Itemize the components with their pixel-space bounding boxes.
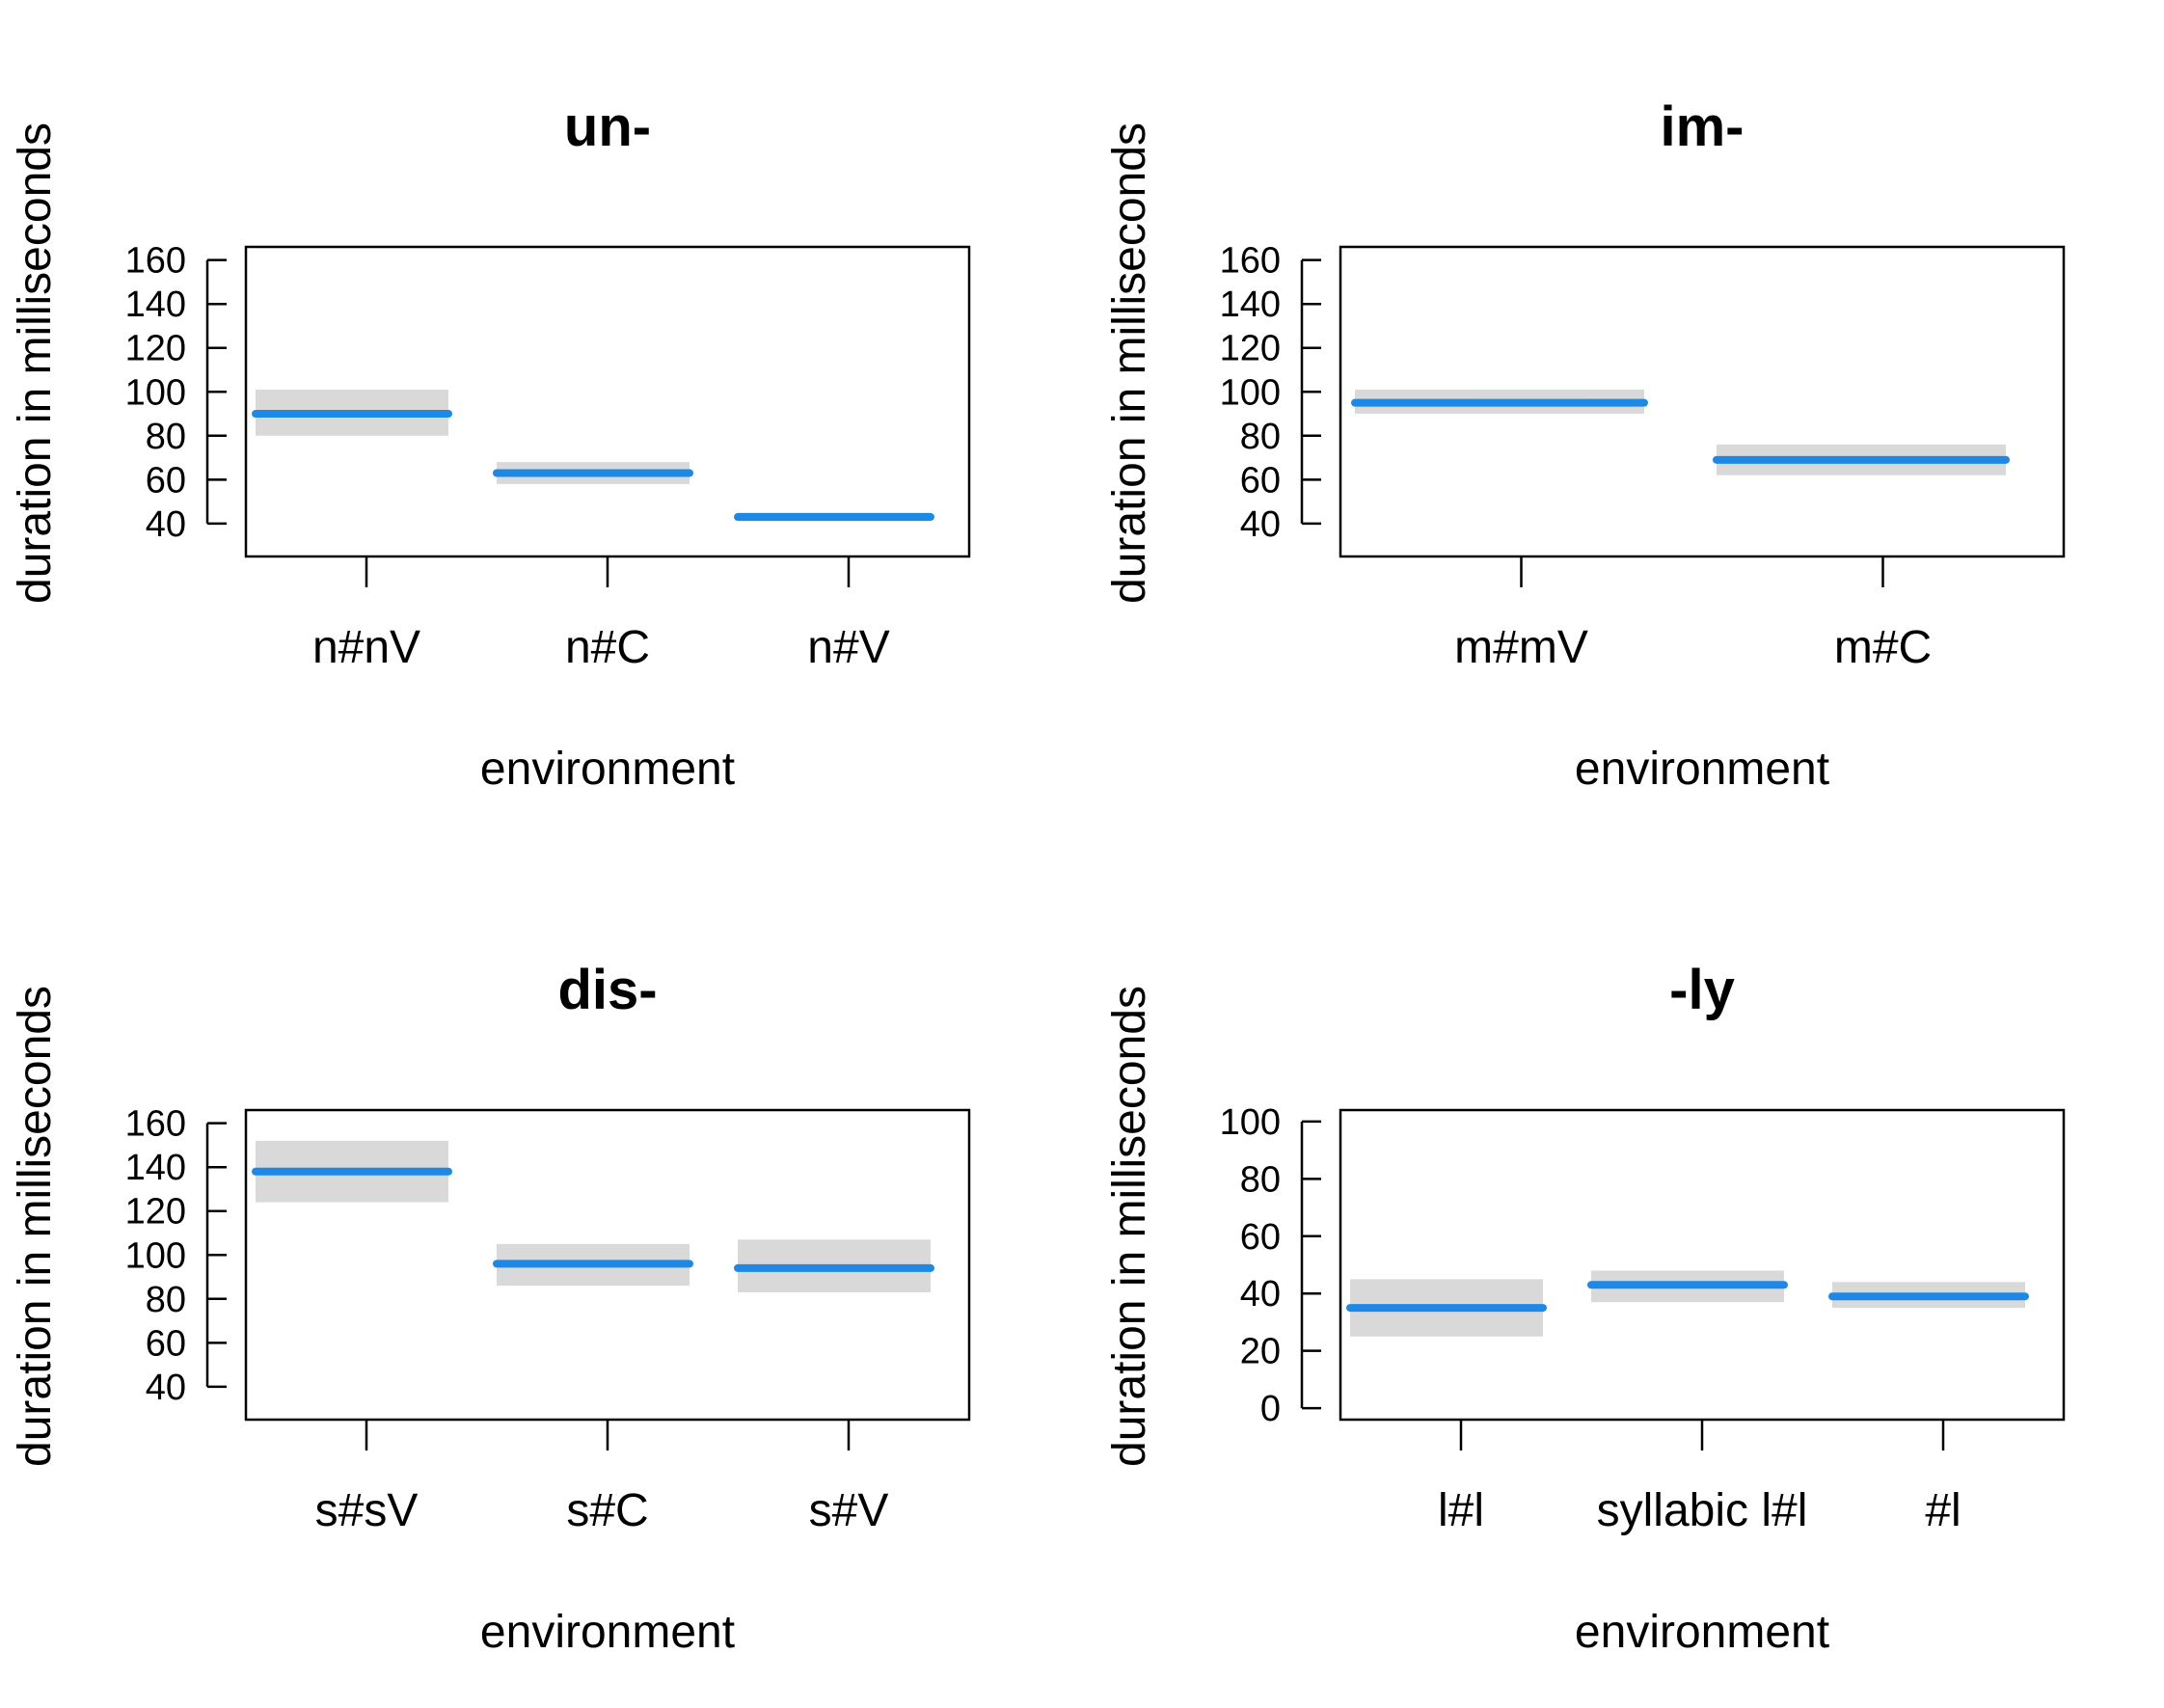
y-tick-label: 160 xyxy=(1220,241,1281,282)
y-tick-label: 100 xyxy=(125,1235,186,1276)
x-tick-label: m#C xyxy=(1834,622,1932,673)
y-tick-label: 40 xyxy=(146,504,186,545)
y-axis-title: duration in milliseconds xyxy=(10,986,61,1467)
y-tick-label: 20 xyxy=(1240,1332,1281,1372)
x-tick-label: m#mV xyxy=(1454,622,1588,673)
y-axis-title: duration in milliseconds xyxy=(10,122,61,604)
y-tick-label: 80 xyxy=(1240,417,1281,457)
x-axis-title: environment xyxy=(480,1607,735,1658)
y-tick-label: 60 xyxy=(146,1323,186,1364)
y-tick-label: 160 xyxy=(125,241,186,282)
panel-4: -ly 0 20 40 60 80 100 l#l syllabic l#l #l environm… xyxy=(1104,959,2066,1658)
y-tick-label: 80 xyxy=(1240,1159,1281,1200)
x-tick-label: syllabic l#l xyxy=(1597,1485,1808,1536)
x-axis-title: environment xyxy=(480,744,735,795)
y-tick-label: 0 xyxy=(1260,1389,1281,1429)
y-tick-label: 60 xyxy=(1240,460,1281,501)
x-axis-title: environment xyxy=(1575,1607,1829,1658)
y-tick-label: 160 xyxy=(125,1104,186,1145)
x-tick-label: l#l xyxy=(1438,1485,1484,1536)
y-tick-label: 140 xyxy=(125,1148,186,1188)
panel-title: -ly xyxy=(1669,959,1735,1021)
y-axis-title: duration in milliseconds xyxy=(1104,986,1155,1467)
plot-frame xyxy=(1339,1108,2066,1422)
x-tick-label: #l xyxy=(1925,1485,1961,1536)
x-tick-label: n#V xyxy=(807,622,889,673)
panel-title: im- xyxy=(1661,95,1745,158)
y-tick-label: 120 xyxy=(125,1192,186,1233)
y-tick-label: 40 xyxy=(1240,1274,1281,1315)
panel-title: dis- xyxy=(557,959,657,1021)
y-tick-label: 60 xyxy=(146,460,186,501)
plot-frame xyxy=(1339,245,2066,558)
y-tick-label: 100 xyxy=(1220,372,1281,413)
y-tick-label: 80 xyxy=(146,1280,186,1320)
x-tick-label: n#C xyxy=(565,622,650,673)
y-tick-label: 120 xyxy=(125,329,186,369)
y-tick-label: 100 xyxy=(125,372,186,413)
y-axis-title: duration in milliseconds xyxy=(1104,122,1155,604)
y-tick-label: 80 xyxy=(146,417,186,457)
x-tick-label: s#V xyxy=(809,1485,889,1536)
panel-title: un- xyxy=(564,95,651,158)
x-tick-label: s#sV xyxy=(315,1485,419,1536)
y-tick-label: 140 xyxy=(125,285,186,325)
y-tick-label: 100 xyxy=(1220,1102,1281,1143)
x-axis-title: environment xyxy=(1575,744,1829,795)
x-tick-label: n#nV xyxy=(312,622,420,673)
y-tick-label: 120 xyxy=(1220,329,1281,369)
y-tick-label: 140 xyxy=(1220,285,1281,325)
y-tick-label: 60 xyxy=(1240,1217,1281,1258)
x-tick-label: s#C xyxy=(566,1485,648,1536)
y-tick-label: 40 xyxy=(1240,504,1281,545)
y-tick-label: 40 xyxy=(146,1368,186,1408)
